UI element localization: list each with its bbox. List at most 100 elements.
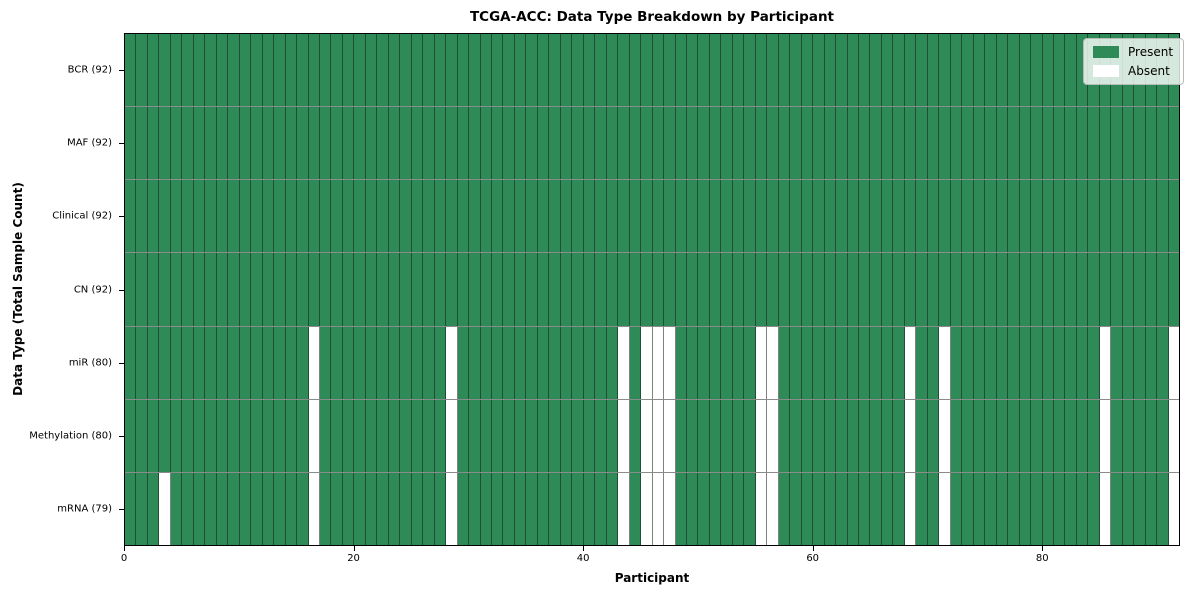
- heatmap-cell: [308, 107, 320, 180]
- heatmap-cell: [182, 34, 194, 107]
- heatmap-cell: [916, 326, 928, 399]
- heatmap-cell: [469, 34, 481, 107]
- heatmap-cell: [709, 399, 722, 472]
- heatmap-cell: [354, 253, 366, 326]
- heatmap-cell: [847, 180, 859, 253]
- heatmap-cell: [400, 180, 412, 253]
- heatmap-cell: [1042, 472, 1054, 545]
- heatmap-cell: [1099, 107, 1112, 180]
- heatmap-cell: [870, 326, 882, 399]
- heatmap-cell: [1031, 472, 1043, 545]
- heatmap-cell: [136, 399, 148, 472]
- heatmap-cell: [973, 253, 986, 326]
- heatmap-cell: [824, 472, 837, 545]
- heatmap-cell: [193, 326, 206, 399]
- heatmap-cell: [1122, 472, 1135, 545]
- heatmap-cell: [629, 472, 642, 545]
- heatmap-cell: [996, 472, 1009, 545]
- legend-label-absent: Absent: [1128, 64, 1170, 78]
- heatmap-cell: [388, 399, 401, 472]
- heatmap-cell: [572, 253, 584, 326]
- heatmap-cell: [434, 399, 447, 472]
- heatmap-cell: [790, 399, 802, 472]
- heatmap-cell: [331, 399, 343, 472]
- heatmap-cell: [709, 107, 722, 180]
- heatmap-cell: [446, 253, 458, 326]
- heatmap-cell: [342, 326, 355, 399]
- heatmap-cell: [319, 399, 332, 472]
- heatmap-cell: [469, 472, 481, 545]
- heatmap-cell: [755, 34, 768, 107]
- heatmap-cell: [618, 326, 630, 399]
- heatmap-cell: [790, 107, 802, 180]
- heatmap-cell: [709, 34, 722, 107]
- heatmap-cell: [147, 253, 160, 326]
- x-tick-label: 60: [806, 553, 820, 564]
- heatmap-cell: [698, 399, 710, 472]
- heatmap-cell: [985, 34, 997, 107]
- heatmap-cell: [469, 326, 481, 399]
- heatmap-cell: [652, 180, 665, 253]
- heatmap-cell: [572, 34, 584, 107]
- heatmap-cell: [262, 180, 275, 253]
- heatmap-cell: [480, 107, 492, 180]
- heatmap-cell: [1042, 326, 1054, 399]
- heatmap-cell: [709, 472, 722, 545]
- heatmap-cell: [1019, 399, 1032, 472]
- heatmap-cell: [297, 107, 309, 180]
- y-tick-label: MAF (92): [67, 137, 112, 149]
- heatmap-cell: [182, 253, 194, 326]
- heatmap-cell: [893, 253, 905, 326]
- heatmap-cell: [904, 34, 917, 107]
- heatmap-cell: [1099, 180, 1112, 253]
- heatmap-cell: [537, 326, 550, 399]
- heatmap-cell: [331, 107, 343, 180]
- heatmap-cell: [664, 326, 676, 399]
- heatmap-cell: [423, 34, 435, 107]
- heatmap-cell: [182, 399, 194, 472]
- heatmap-cell: [664, 34, 676, 107]
- heatmap-cell: [537, 472, 550, 545]
- heatmap-cell: [377, 472, 389, 545]
- heatmap-cell: [285, 107, 298, 180]
- heatmap-cell: [1065, 326, 1077, 399]
- heatmap-cell: [778, 326, 791, 399]
- heatmap-cell: [262, 399, 275, 472]
- heatmap-cell: [778, 34, 791, 107]
- heatmap-cell: [790, 472, 802, 545]
- heatmap-cell: [251, 472, 263, 545]
- heatmap-cell: [973, 180, 986, 253]
- heatmap-cell: [125, 34, 137, 107]
- heatmap-cell: [1042, 34, 1054, 107]
- heatmap-cell: [377, 180, 389, 253]
- heatmap-cell: [216, 180, 229, 253]
- heatmap-cell: [182, 180, 194, 253]
- heatmap-row-cn: [125, 253, 1180, 327]
- heatmap-cell: [423, 180, 435, 253]
- heatmap-cell: [480, 399, 492, 472]
- heatmap-cell: [1065, 399, 1077, 472]
- heatmap-cell: [790, 34, 802, 107]
- heatmap-cell: [285, 399, 298, 472]
- heatmap-cell: [641, 180, 653, 253]
- heatmap-cell: [893, 399, 905, 472]
- heatmap-cell: [388, 107, 401, 180]
- heatmap-cell: [411, 34, 424, 107]
- heatmap-cell: [939, 107, 951, 180]
- heatmap-cell: [652, 107, 665, 180]
- heatmap-cell: [939, 399, 951, 472]
- heatmap-cell: [1168, 472, 1180, 545]
- heatmap-cell: [480, 326, 492, 399]
- heatmap-cell: [732, 399, 745, 472]
- heatmap-cell: [686, 399, 699, 472]
- heatmap-cell: [778, 180, 791, 253]
- heatmap-cell: [331, 326, 343, 399]
- heatmap-cell: [411, 253, 424, 326]
- heatmap-cell: [1099, 326, 1112, 399]
- heatmap-cell: [916, 253, 928, 326]
- heatmap-cell: [595, 34, 607, 107]
- heatmap-cell: [308, 180, 320, 253]
- heatmap-cell: [251, 180, 263, 253]
- heatmap-cell: [193, 399, 206, 472]
- heatmap-cell: [147, 107, 160, 180]
